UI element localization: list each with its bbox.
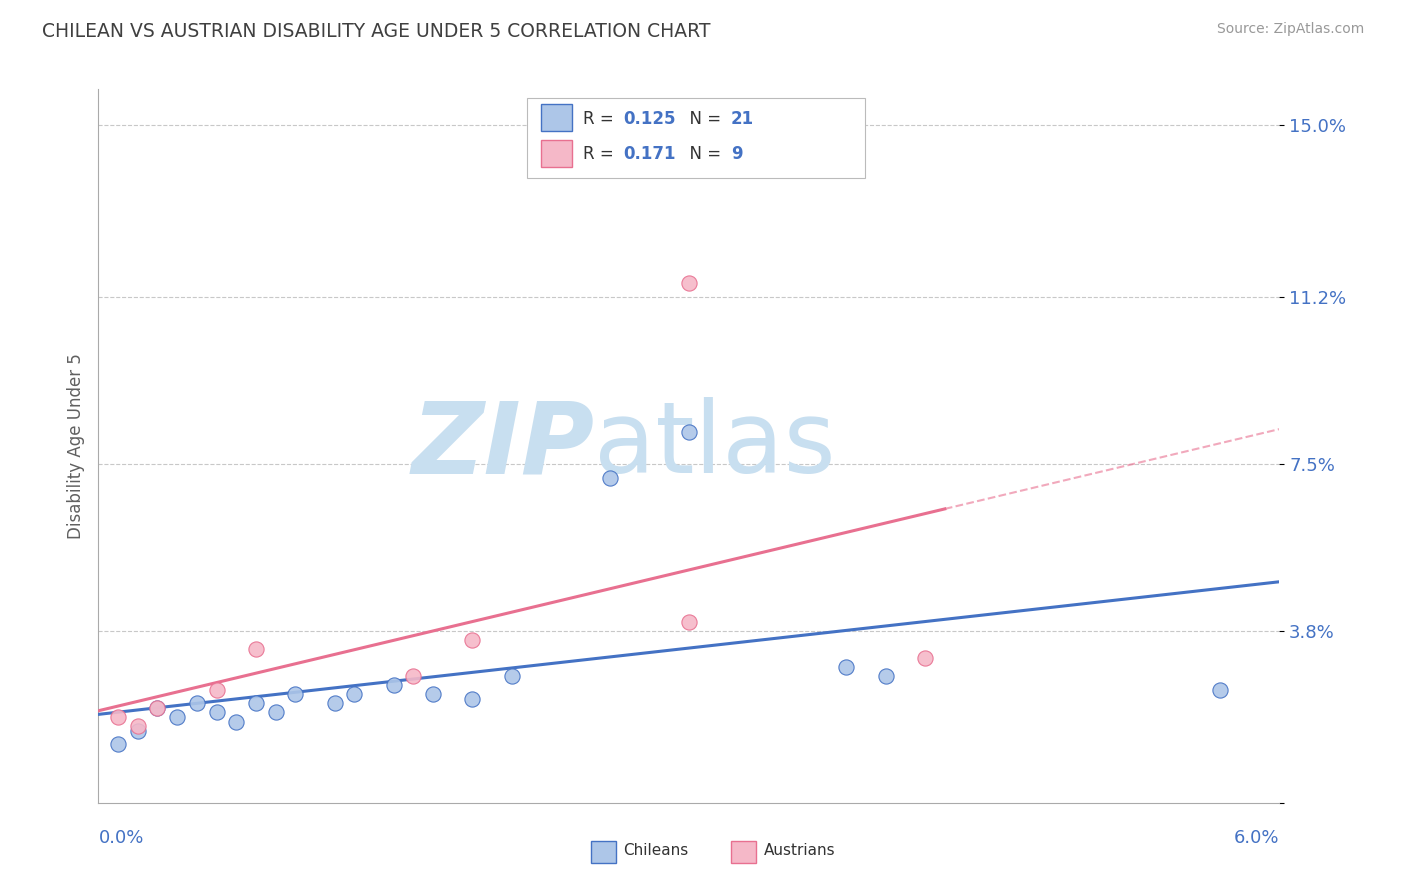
Point xyxy=(127,723,149,738)
Point xyxy=(284,687,307,701)
Point xyxy=(245,642,267,657)
Text: Source: ZipAtlas.com: Source: ZipAtlas.com xyxy=(1216,22,1364,37)
Text: N =: N = xyxy=(679,110,727,128)
Text: R =: R = xyxy=(583,145,620,163)
Point xyxy=(225,714,247,729)
Text: ZIP: ZIP xyxy=(412,398,595,494)
Point xyxy=(205,682,228,697)
Point xyxy=(599,470,621,484)
Point xyxy=(422,687,444,701)
Text: 6.0%: 6.0% xyxy=(1234,830,1279,847)
Point xyxy=(323,697,346,711)
Y-axis label: Disability Age Under 5: Disability Age Under 5 xyxy=(66,353,84,539)
Point xyxy=(127,719,149,733)
Text: CHILEAN VS AUSTRIAN DISABILITY AGE UNDER 5 CORRELATION CHART: CHILEAN VS AUSTRIAN DISABILITY AGE UNDER… xyxy=(42,22,710,41)
Text: N =: N = xyxy=(679,145,727,163)
Point xyxy=(205,706,228,720)
Point xyxy=(835,660,858,674)
Point xyxy=(107,710,129,724)
Point xyxy=(146,701,169,715)
Point xyxy=(107,737,129,751)
Point xyxy=(501,669,523,683)
Point xyxy=(186,697,208,711)
Point xyxy=(914,651,936,665)
Point xyxy=(166,710,188,724)
Point xyxy=(1209,682,1232,697)
Point xyxy=(678,277,700,291)
Text: 9: 9 xyxy=(731,145,742,163)
Text: Chileans: Chileans xyxy=(623,844,688,858)
Text: Austrians: Austrians xyxy=(763,844,835,858)
Text: R =: R = xyxy=(583,110,620,128)
Text: 0.0%: 0.0% xyxy=(98,830,143,847)
Point xyxy=(678,425,700,440)
Text: 0.171: 0.171 xyxy=(623,145,675,163)
Point xyxy=(245,697,267,711)
Point xyxy=(402,669,425,683)
Point xyxy=(461,633,484,648)
Point xyxy=(343,687,366,701)
Text: atlas: atlas xyxy=(595,398,837,494)
Point xyxy=(146,701,169,715)
Point xyxy=(875,669,897,683)
Point xyxy=(461,692,484,706)
Point xyxy=(382,678,405,692)
Point xyxy=(678,615,700,629)
Text: 21: 21 xyxy=(731,110,754,128)
Point xyxy=(264,706,287,720)
Text: 0.125: 0.125 xyxy=(623,110,675,128)
